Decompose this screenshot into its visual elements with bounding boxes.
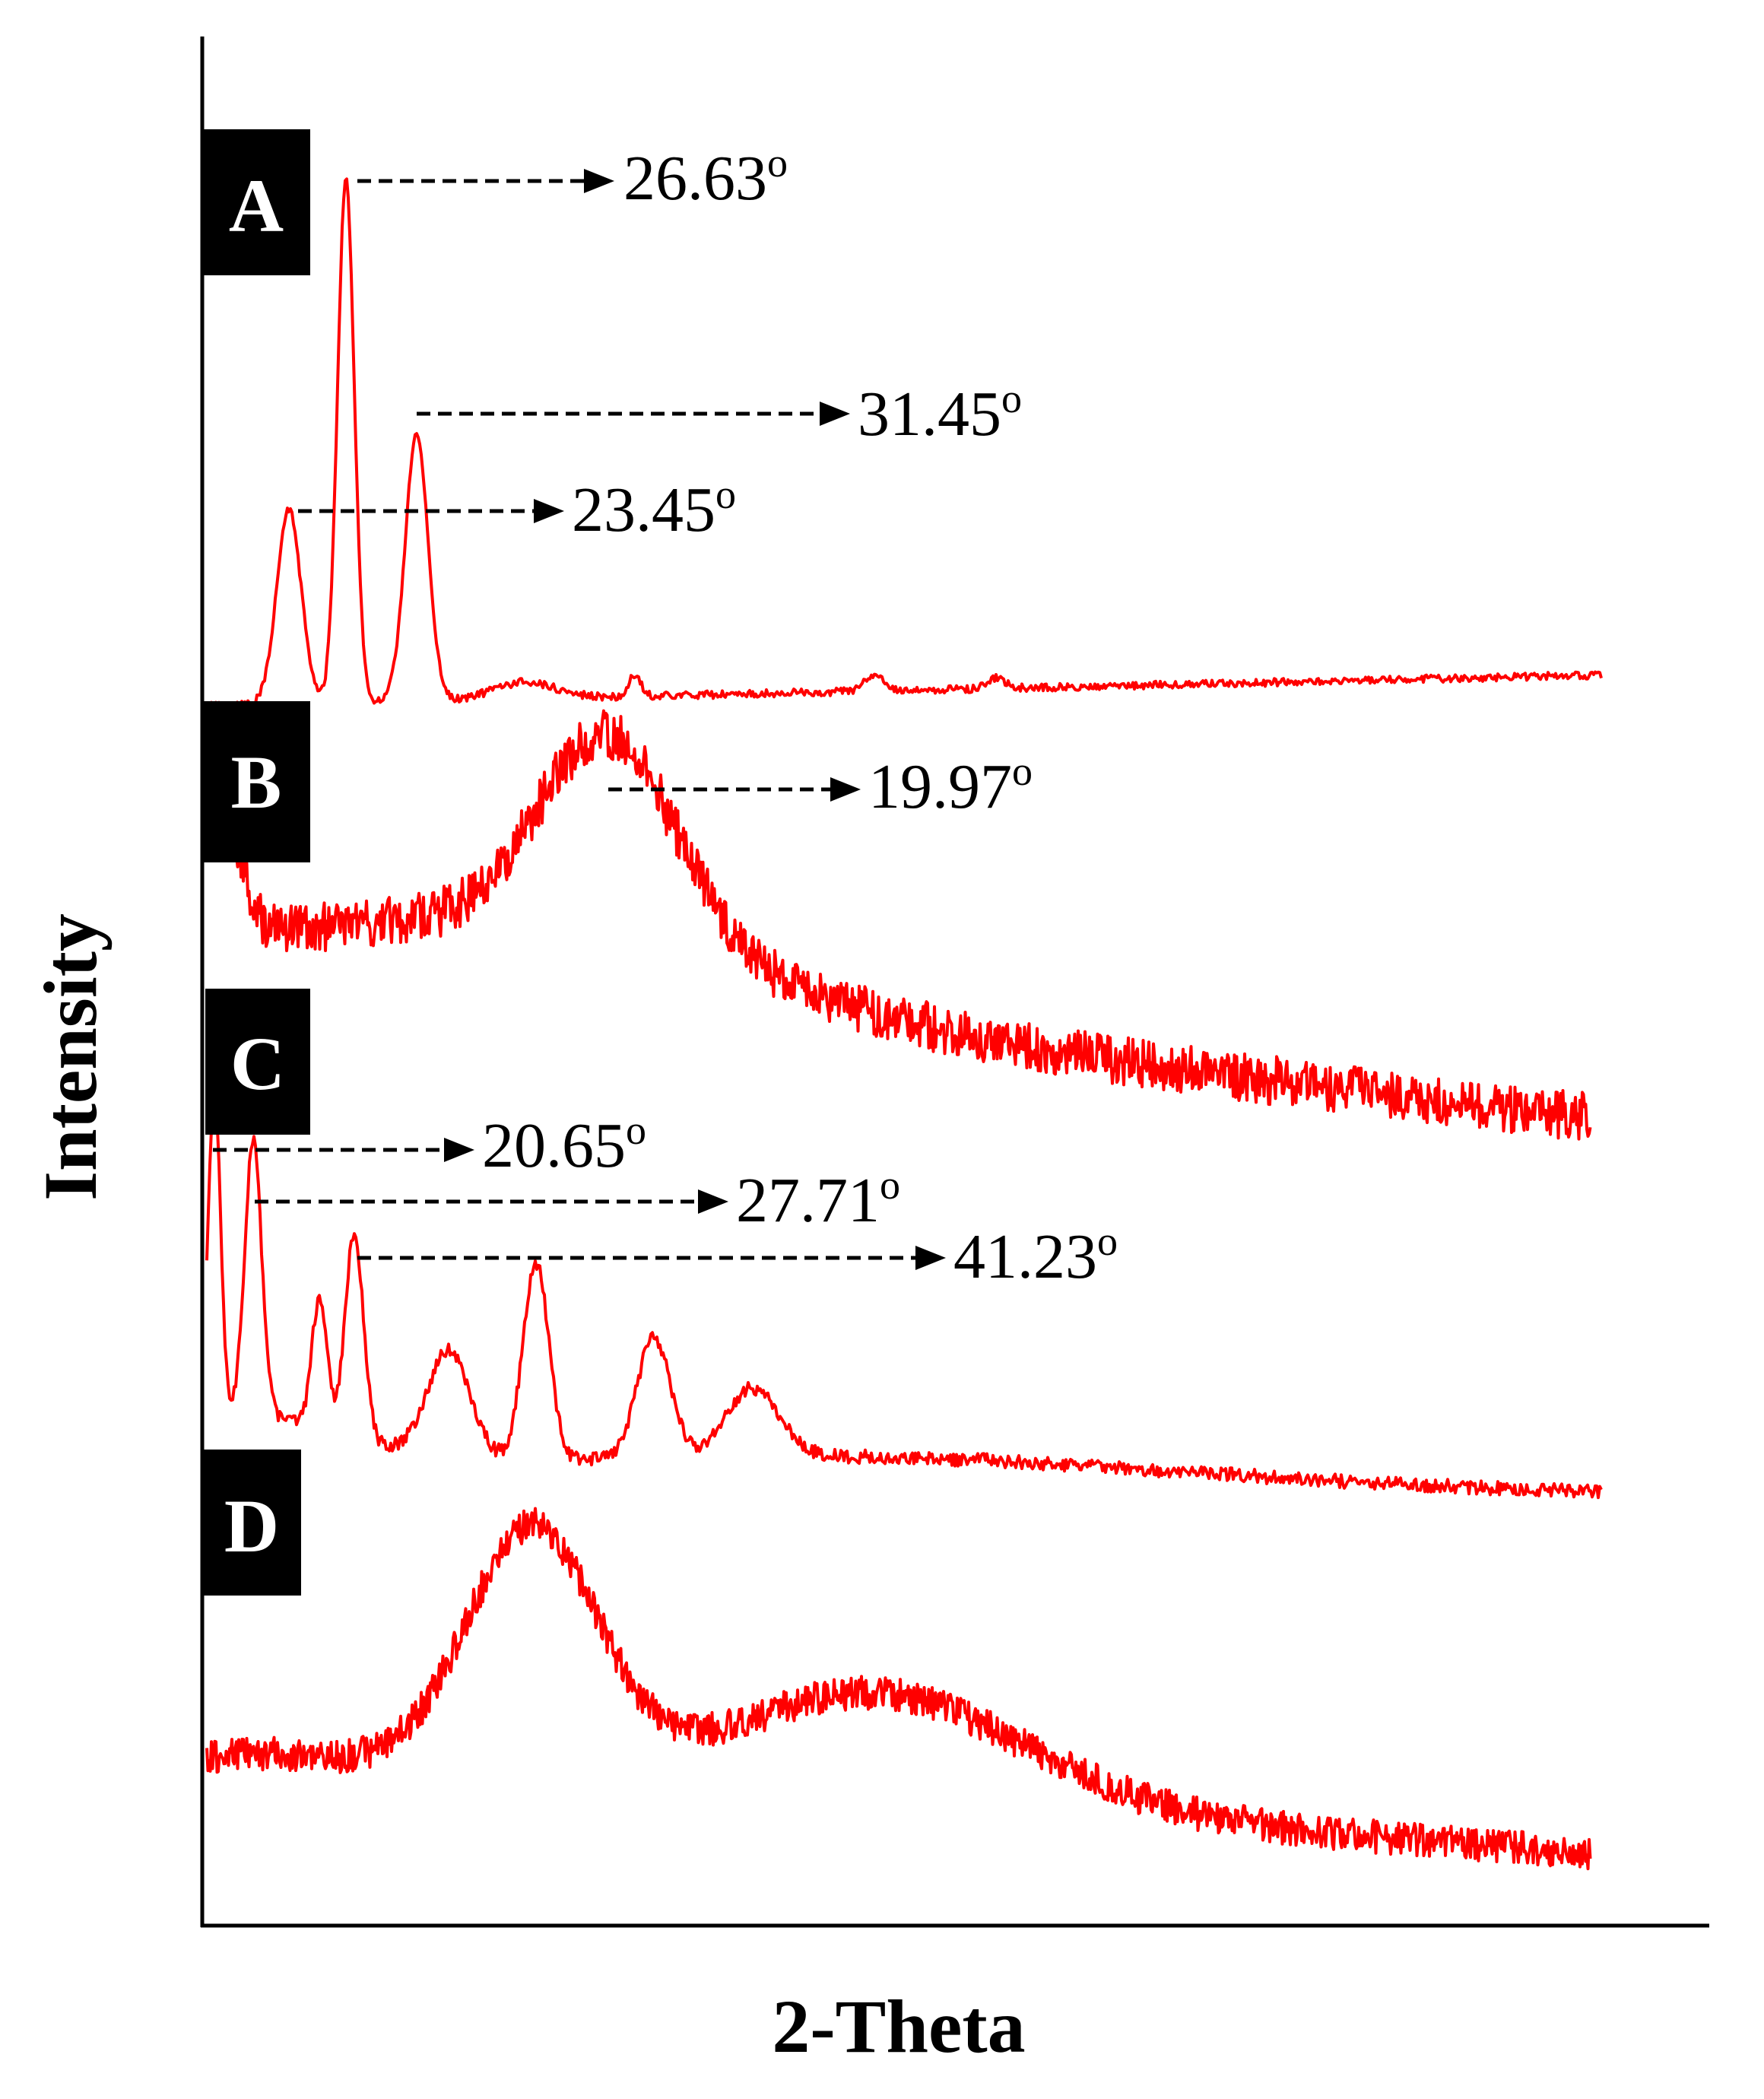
trace-b (205, 709, 1592, 1141)
arrow-c-1-head (444, 1138, 474, 1162)
trace-c (205, 1081, 1603, 1500)
panel-d-box (202, 1450, 301, 1596)
peak-label-a-1: 26.63o (623, 140, 788, 214)
peak-labels: 26.63o 31.45o 23.45o 19.97o 20.65o 27.71… (482, 140, 1118, 1292)
panel-a-label: A (229, 164, 284, 248)
arrow-c-3-head (915, 1246, 946, 1270)
panel-labels: A B C D (202, 129, 310, 1596)
peak-label-a-2: 31.45o (858, 376, 1022, 449)
arrows-layer (213, 169, 946, 1270)
arrow-a-2-head (820, 402, 850, 426)
panel-b-label: B (231, 740, 282, 824)
panel-d-label: D (224, 1484, 279, 1568)
arrow-c-2-head (698, 1189, 728, 1214)
panel-c-box (205, 989, 310, 1135)
arrow-b-1-head (830, 777, 861, 802)
peak-label-c-3: 41.23o (953, 1218, 1118, 1292)
panel-c-label: C (230, 1021, 285, 1106)
traces-layer (205, 177, 1603, 1871)
axes (200, 37, 1709, 1928)
panel-a-box (202, 129, 310, 275)
x-axis-title: 2-Theta (772, 1984, 1025, 2069)
peak-label-a-3: 23.45o (572, 472, 736, 545)
peak-label-c-1: 20.65o (482, 1107, 646, 1181)
y-axis-title: Intensity (28, 913, 113, 1201)
peak-label-b-1: 19.97o (868, 748, 1033, 822)
trace-a (206, 177, 1603, 710)
arrow-a-3-head (534, 499, 564, 523)
panel-b-box (202, 701, 310, 862)
arrow-a-1-head (584, 169, 614, 193)
peak-label-c-2: 27.71o (736, 1162, 900, 1236)
trace-d (205, 1507, 1592, 1871)
